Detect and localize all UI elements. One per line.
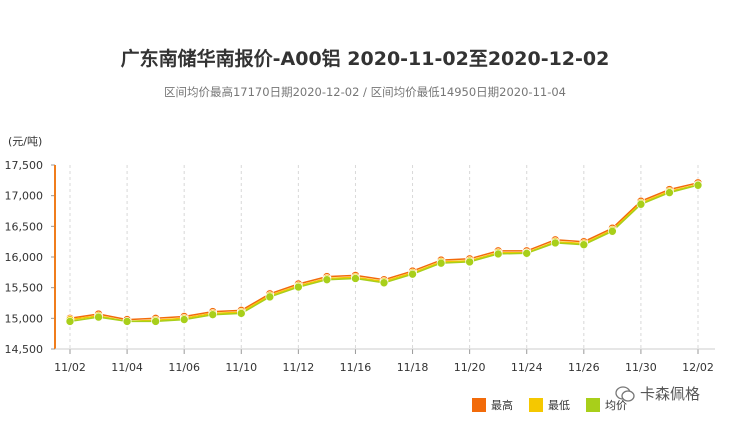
series-point-2 [436,258,446,268]
legend-item-high[interactable]: 最高 [472,397,513,413]
x-tick-label: 11/30 [625,361,657,374]
series-line-2 [69,184,699,323]
x-tick-label: 11/12 [283,361,315,374]
legend-item-low[interactable]: 最低 [529,397,570,413]
y-tick-label: 15,000 [5,312,44,325]
watermark-text: 卡森佩格 [640,385,701,403]
legend-swatch-low [529,398,543,412]
series-point-2 [550,238,560,248]
y-tick-label: 14,500 [5,343,44,356]
x-tick-label: 11/24 [511,361,543,374]
legend[interactable]: 最高 最低 均价 [472,397,627,413]
series-point-2 [493,249,503,259]
legend-item-average[interactable]: 均价 [586,397,627,413]
series-point-2 [65,317,75,326]
series-point-2 [94,312,103,322]
x-tick-label: 11/02 [54,361,86,374]
series-point-2 [636,199,646,209]
y-tick-label: 17,500 [5,159,44,172]
series-point-2 [294,282,303,292]
series-point-2 [693,180,703,190]
legend-label-low: 最低 [548,399,570,412]
y-tick-label: 15,500 [5,282,44,295]
series-point-2 [608,226,617,236]
series-point-2 [265,292,275,302]
series-group [65,178,703,326]
series-point-2 [236,309,246,318]
series-point-2 [208,310,218,319]
series-point-2 [322,275,332,284]
y-axis-unit-label: (元/吨) [8,135,43,148]
x-tick-label: 11/10 [225,361,257,374]
series-point-2 [465,257,474,267]
chart-title: 广东南储华南报价-A00铝 2020-11-02至2020-12-02 [120,48,610,70]
series-line-0 [69,182,699,321]
axes: 11/02 11/04 11/06 11/10 11/12 11/16 11/18 11/20… [5,159,715,374]
x-tick-label: 11/06 [168,361,200,374]
x-tick-label: 11/26 [568,361,600,374]
y-tick-label: 16,500 [5,220,44,233]
legend-label-high: 最高 [491,399,513,412]
chart-subtitle: 区间均价最高17170日期2020-12-02 / 区间均价最低14950日期2… [163,85,566,99]
x-tick-label: 12/02 [682,361,714,374]
wechat-icon [615,385,635,402]
series-point-2 [579,240,589,250]
series-point-2 [179,315,189,324]
x-tick-label: 11/16 [340,361,372,374]
series-point-2 [522,249,532,258]
series-point-2 [665,188,674,197]
watermark: 卡森佩格 [615,383,700,404]
y-tick-label: 16,000 [5,251,44,264]
series-point-2 [379,278,389,288]
legend-label-average: 均价 [605,399,627,412]
series-point-2 [408,269,417,279]
x-tick-label: 11/20 [454,361,486,374]
series-line-1 [69,183,699,323]
x-tick-label: 11/04 [111,361,143,374]
legend-swatch-high [472,398,486,412]
series-point-2 [351,274,360,283]
x-tick-label: 11/18 [397,361,429,374]
series-point-2 [151,317,160,326]
y-tick-label: 17,000 [5,190,44,203]
legend-swatch-average [586,398,600,412]
series-point-2 [122,317,132,326]
